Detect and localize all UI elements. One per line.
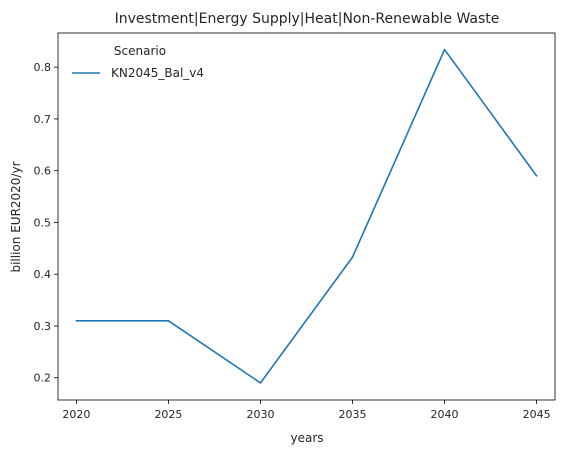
y-axis-label: billion EUR2020/yr [9, 161, 23, 272]
chart-title: Investment|Energy Supply|Heat|Non-Renewa… [115, 11, 500, 27]
y-tick-label: 0.3 [34, 320, 52, 333]
x-axis: 2020 2025 2030 2035 2040 2045 [62, 400, 551, 421]
x-tick-label: 2040 [431, 408, 459, 421]
data-point [167, 320, 170, 322]
x-tick-label: 2020 [62, 408, 90, 421]
data-point [259, 382, 262, 384]
y-tick-label: 0.6 [34, 165, 52, 178]
y-tick-label: 0.5 [34, 216, 52, 229]
legend-label: KN2045_Bal_v4 [111, 66, 204, 80]
series-layer [75, 48, 538, 384]
data-point [75, 320, 78, 322]
plot-area [57, 32, 556, 401]
y-tick-label: 0.8 [34, 61, 52, 74]
x-tick-label: 2045 [523, 408, 551, 421]
x-tick-label: 2025 [154, 408, 182, 421]
legend: Scenario KN2045_Bal_v4 [72, 44, 204, 80]
y-axis: 0.2 0.3 0.4 0.5 0.6 0.7 0.8 [34, 61, 58, 385]
y-tick-label: 0.2 [34, 372, 52, 385]
series-line [76, 48, 538, 384]
data-point [535, 175, 538, 177]
x-axis-label: years [290, 431, 323, 445]
x-tick-label: 2035 [339, 408, 367, 421]
legend-title: Scenario [114, 44, 166, 58]
data-point [443, 48, 446, 51]
y-tick-label: 0.4 [34, 268, 52, 281]
y-tick-label: 0.7 [34, 113, 52, 126]
data-point [351, 256, 354, 258]
x-tick-label: 2030 [246, 408, 274, 421]
